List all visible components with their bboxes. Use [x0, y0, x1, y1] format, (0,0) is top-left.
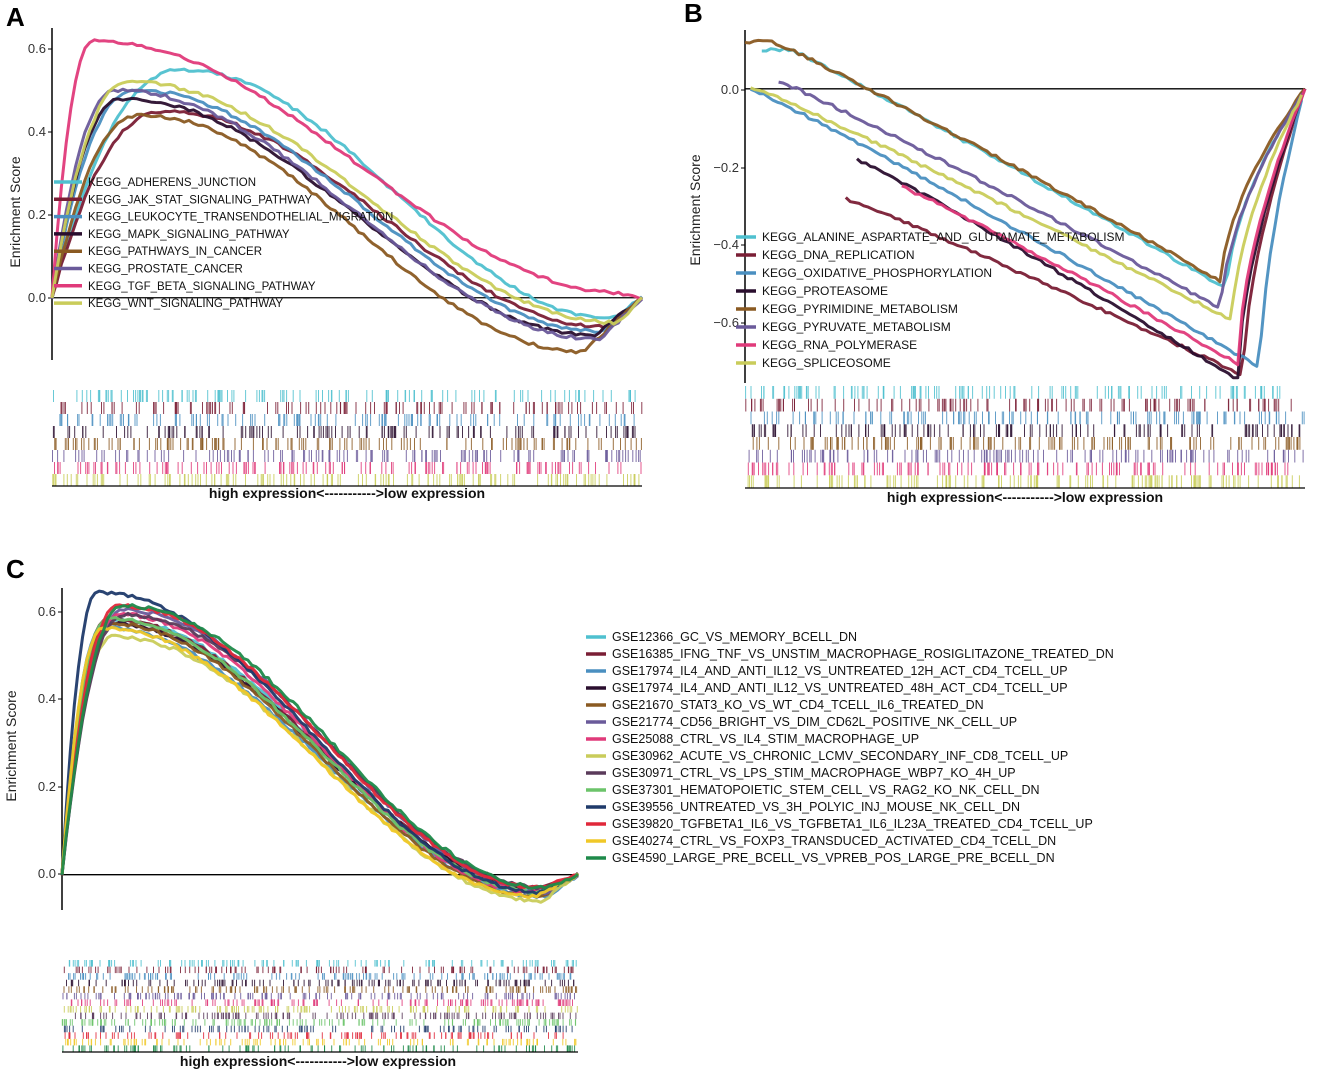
curve-kegg-adherens-junction — [50, 67, 643, 320]
hit-barcode — [61, 960, 578, 1052]
curve-kegg-rna-polymerase — [901, 88, 1307, 367]
panel-B: B 0.0 −0.2 −0.4 −0.6 Enrichment Score KEGG_ALA… — [684, 0, 1307, 505]
legend-label: KEGG_JAK_STAT_SIGNALING_PATHWAY — [88, 194, 312, 206]
panel-label: C — [6, 554, 25, 584]
curve-kegg-jak-stat-signaling-pathway — [50, 109, 644, 330]
legend-label: KEGG_PYRUVATE_METABOLISM — [762, 320, 951, 334]
legend-label: KEGG_OXIDATIVE_PHOSPHORYLATION — [762, 266, 992, 280]
y-tick-label: 0.4 — [28, 124, 46, 139]
curve-gse39556-untreated-vs-3h-polyic-inj-mouse-nk-cell-dn — [60, 589, 579, 896]
x-axis-label: high expression<----------->low expressi… — [209, 485, 485, 501]
legend-label: KEGG_ALANINE_ASPARTATE_AND_GLUTAMATE_MET… — [762, 230, 1125, 244]
legend-label: GSE39556_UNTREATED_VS_3H_POLYIC_INJ_MOUS… — [612, 800, 1020, 814]
legend-label: KEGG_TGF_BETA_SIGNALING_PATHWAY — [88, 281, 316, 293]
y-tick-label: 0.6 — [28, 41, 46, 56]
legend-label: GSE17974_IL4_AND_ANTI_IL12_VS_UNTREATED_… — [612, 681, 1068, 695]
y-tick-label: −0.4 — [713, 237, 739, 252]
y-axis-label: Enrichment Score — [3, 690, 19, 801]
legend: GSE12366_GC_VS_MEMORY_BCELL_DN GSE16385_I… — [586, 630, 1114, 865]
curve-gse4590-large-pre-bcell-vs-vpreb-pos-large-pre-bcell-dn — [60, 603, 579, 890]
legend-label: GSE12366_GC_VS_MEMORY_BCELL_DN — [612, 630, 857, 644]
y-tick-label: 0.2 — [38, 779, 56, 794]
legend-label: KEGG_DNA_REPLICATION — [762, 248, 914, 262]
legend-label: KEGG_LEUKOCYTE_TRANSENDOTHELIAL_MIGRATIO… — [88, 212, 393, 224]
legend-label: GSE30962_ACUTE_VS_CHRONIC_LCMV_SECONDARY… — [612, 749, 1068, 763]
legend-label: KEGG_RNA_POLYMERASE — [762, 338, 917, 352]
curve-kegg-oxidative-phosphorylation — [750, 87, 1304, 368]
y-tick-label: 0.2 — [28, 207, 46, 222]
y-tick-label: 0.6 — [38, 604, 56, 619]
y-tick-label: −0.6 — [713, 315, 739, 330]
curve-gse25088-ctrl-vs-il4-stim-macrophage-up — [60, 612, 579, 894]
curve-kegg-proteasome — [856, 88, 1307, 380]
panel-C: C 0.0 0.2 0.4 0.6 Enrichment Score GSE12366_GC… — [3, 554, 1114, 1069]
curve-kegg-pathways-in-cancer — [50, 112, 643, 355]
legend-label: GSE4590_LARGE_PRE_BCELL_VS_VPREB_POS_LAR… — [612, 851, 1055, 865]
curve-kegg-pyrimidine-metabolism — [744, 38, 1307, 284]
curve-gse21670-stat3-ko-vs-wt-cd4-tcell-il6-treated-dn — [60, 622, 579, 899]
y-tick-label: 0.0 — [28, 290, 46, 305]
curves — [50, 38, 644, 355]
curves — [60, 589, 580, 904]
legend-label: KEGG_WNT_SIGNALING_PATHWAY — [88, 298, 283, 310]
y-axis-label: Enrichment Score — [687, 154, 703, 265]
curve-kegg-prostate-cancer — [50, 87, 644, 342]
legend-label: GSE40274_CTRL_VS_FOXP3_TRANSDUCED_ACTIVA… — [612, 834, 1056, 848]
hit-barcode — [745, 386, 1305, 488]
panel-A: A 0.0 0.2 0.4 0.6 Enrichment Score KEGG_ADHERE… — [6, 2, 644, 501]
curve-gse39820-tgfbeta1-il6-vs-tgfbeta1-il6-il23a-treated-cd4-tcell-up — [60, 603, 579, 889]
legend-label: KEGG_ADHERENS_JUNCTION — [88, 177, 256, 189]
legend-label: GSE16385_IFNG_TNF_VS_UNSTIM_MACROPHAGE_R… — [612, 647, 1114, 661]
y-axis-label: Enrichment Score — [7, 156, 23, 267]
curve-kegg-pyruvate-metabolism — [778, 80, 1305, 309]
curve-gse30962-acute-vs-chronic-lcmv-secondary-inf-cd8-tcell-up — [60, 633, 579, 904]
y-tick-label: 0.0 — [721, 82, 739, 97]
legend-label: GSE21774_CD56_BRIGHT_VS_DIM_CD62L_POSITI… — [612, 715, 1017, 729]
curve-kegg-dna-replication — [844, 93, 1305, 377]
legend-label: KEGG_SPLICEOSOME — [762, 356, 891, 370]
panel-label: A — [6, 2, 25, 32]
curves — [744, 38, 1307, 380]
legend: KEGG_ADHERENS_JUNCTION KEGG_JAK_STAT_SIGN… — [54, 177, 393, 310]
y-tick-label: −0.2 — [713, 160, 739, 175]
legend-label: KEGG_PROTEASOME — [762, 284, 888, 298]
legend-label: GSE37301_HEMATOPOIETIC_STEM_CELL_VS_RAG2… — [612, 783, 1040, 797]
curve-kegg-leukocyte-transendothelial-migration — [50, 88, 644, 334]
legend-label: KEGG_PROSTATE_CANCER — [88, 264, 243, 276]
x-axis-label: high expression<----------->low expressi… — [180, 1053, 456, 1069]
curve-kegg-tgf-beta-signaling-pathway — [50, 38, 643, 301]
legend-label: KEGG_PATHWAYS_IN_CANCER — [88, 246, 262, 258]
legend-label: KEGG_MAPK_SIGNALING_PATHWAY — [88, 229, 290, 241]
y-tick-label: 0.0 — [38, 866, 56, 881]
curve-gse40274-ctrl-vs-foxp3-transduced-activated-cd4-tcell-dn — [60, 625, 580, 899]
legend-label: GSE17974_IL4_AND_ANTI_IL12_VS_UNTREATED_… — [612, 664, 1068, 678]
panel-label: B — [684, 0, 703, 28]
x-axis-label: high expression<----------->low expressi… — [887, 489, 1163, 505]
y-tick-label: 0.4 — [38, 691, 56, 706]
legend: KEGG_ALANINE_ASPARTATE_AND_GLUTAMATE_MET… — [736, 230, 1125, 370]
hit-barcode — [52, 390, 643, 486]
curve-kegg-spliceosome — [750, 86, 1303, 321]
legend-label: GSE25088_CTRL_VS_IL4_STIM_MACROPHAGE_UP — [612, 732, 919, 746]
curve-kegg-wnt-signaling-pathway — [50, 79, 644, 326]
legend-label: KEGG_PYRIMIDINE_METABOLISM — [762, 302, 958, 316]
legend-label: GSE39820_TGFBETA1_IL6_VS_TGFBETA1_IL6_IL… — [612, 817, 1093, 831]
legend-label: GSE30971_CTRL_VS_LPS_STIM_MACROPHAGE_WBP… — [612, 766, 1016, 780]
legend-label: GSE21670_STAT3_KO_VS_WT_CD4_TCELL_IL6_TR… — [612, 698, 984, 712]
